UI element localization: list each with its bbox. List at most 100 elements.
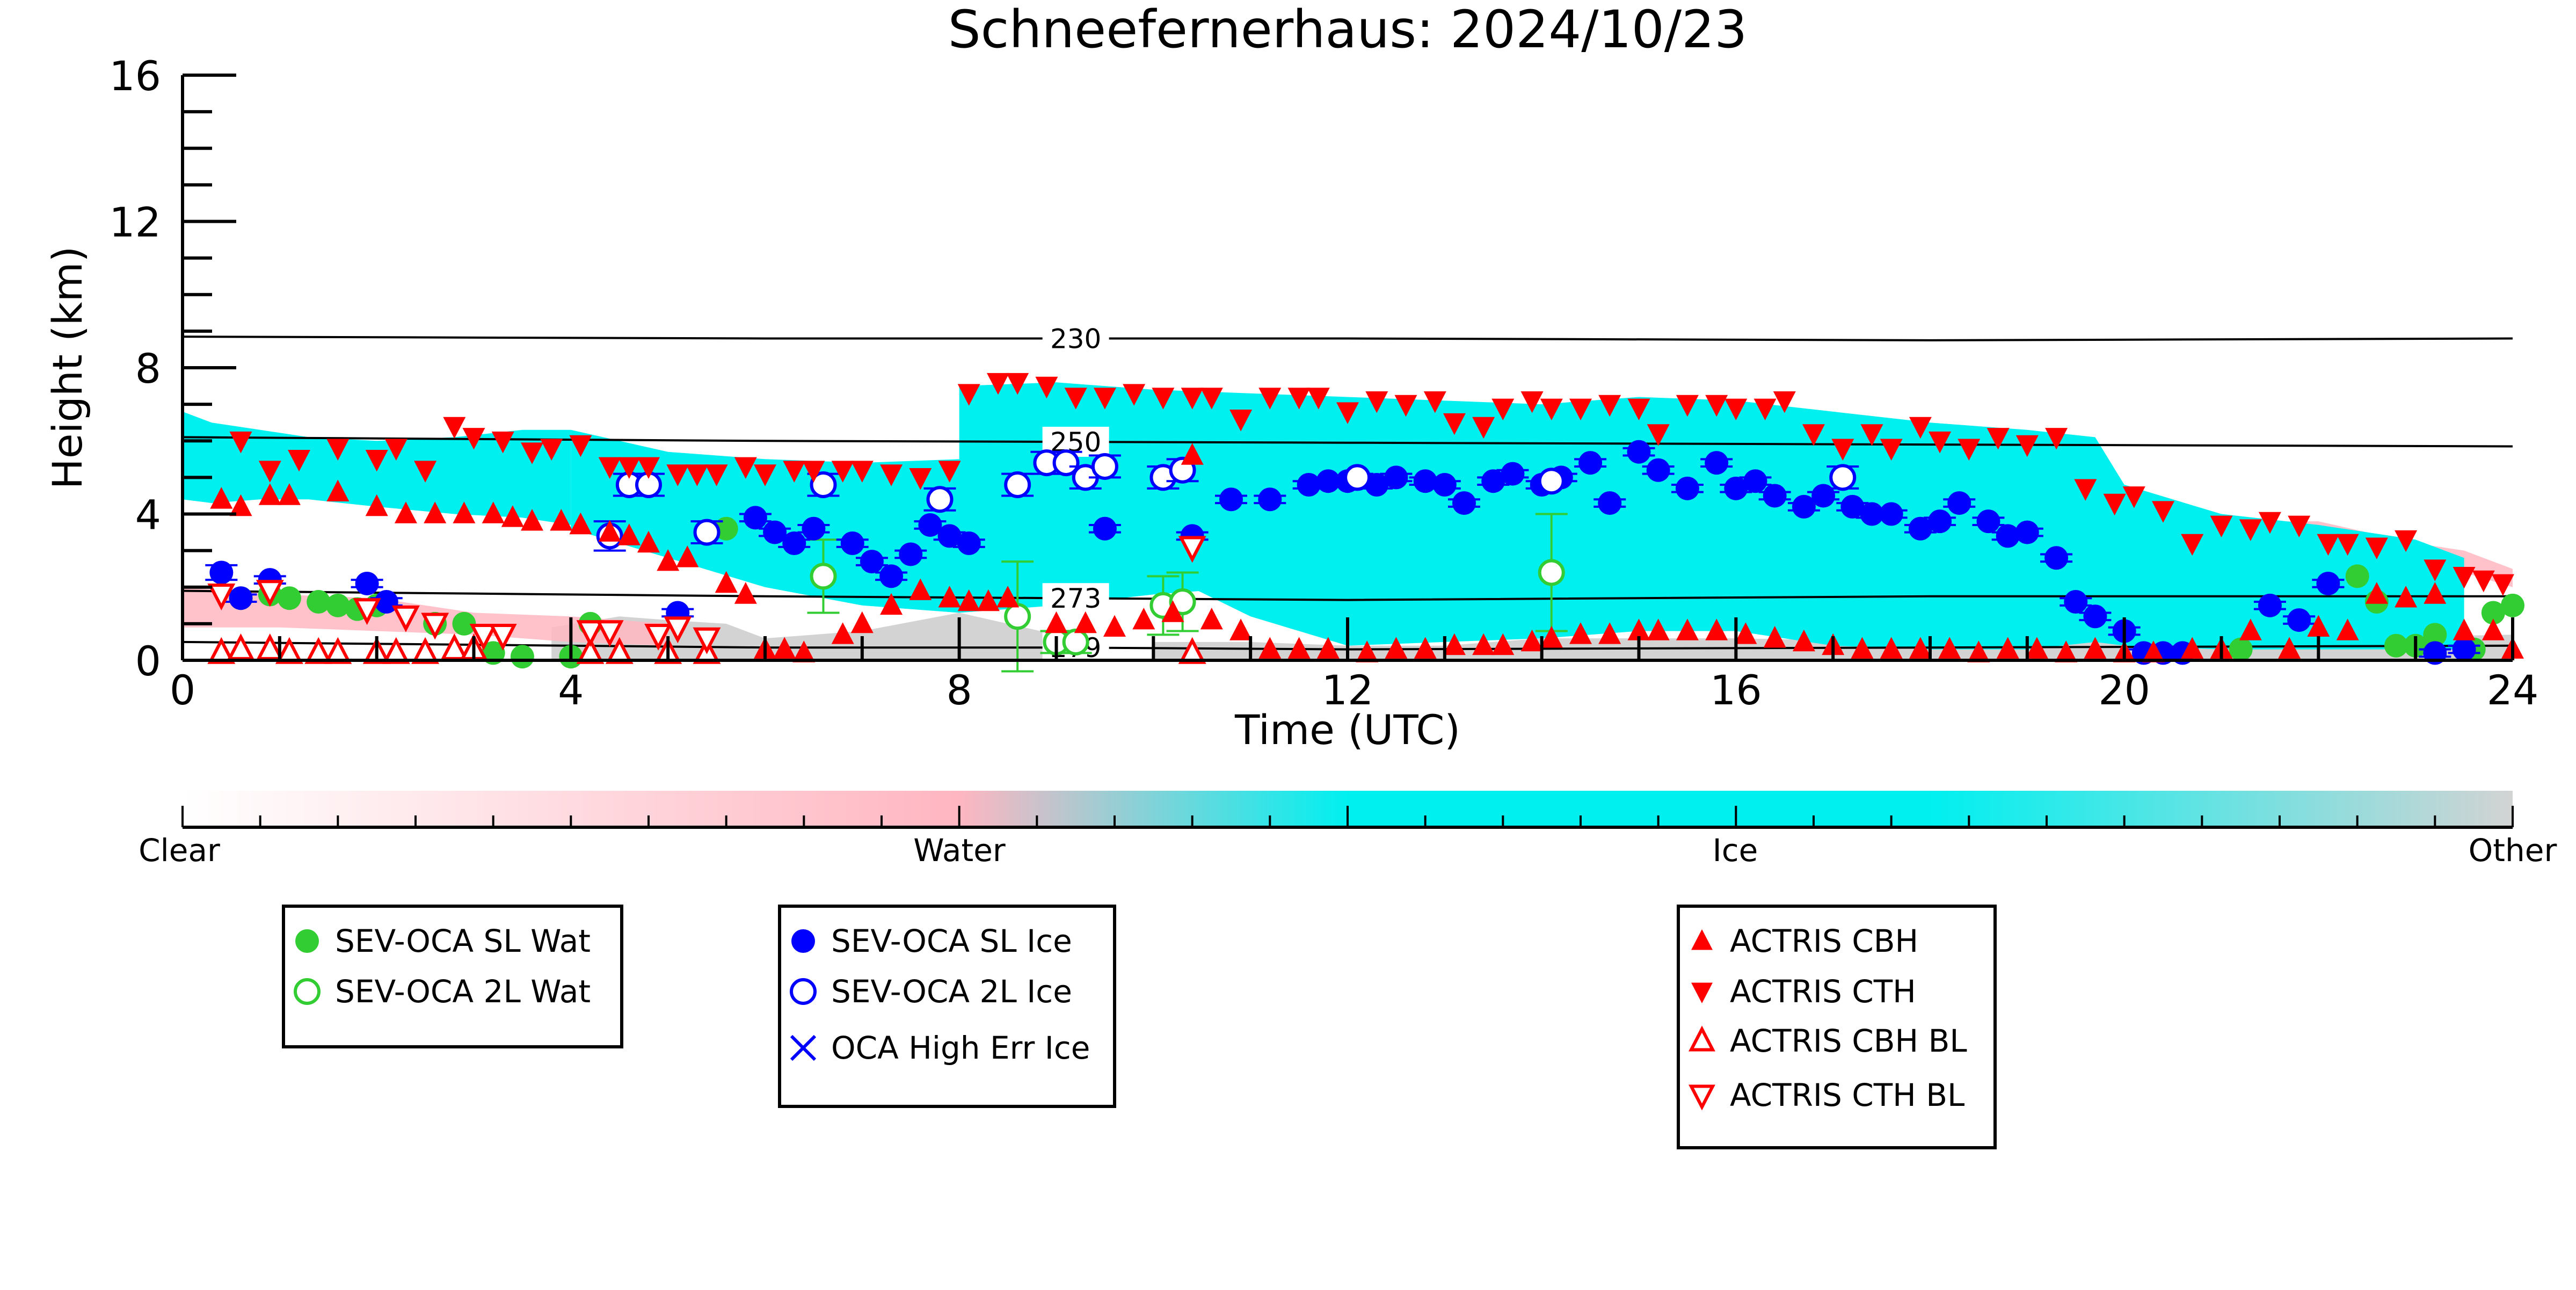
actris-cbh-point [1540,626,1563,648]
contour-line-273 [182,589,2513,601]
actris-cbh-point [1200,608,1223,630]
sev-oca-2l-ice-point [1052,449,1080,477]
actris-cth-point [1307,388,1330,410]
sev-oca-2l-ice-point [1344,464,1371,491]
sev-oca-2l-ice-point [1091,453,1118,480]
sev-oca-sl-ice-point [1627,440,1651,464]
actris-cth-point [1958,439,1981,461]
actris-cbh-point [996,586,1020,608]
sev-oca-sl-ice-point [1675,476,1699,500]
actris-cbh-bl-point [411,637,440,664]
sev-oca-sl-wat-point [2481,601,2505,625]
actris-cth-point [783,461,806,483]
actris-cbh-point [569,512,592,535]
sev-oca-sl-wat-point [307,590,331,614]
sev-oca-sl-ice-point [1792,494,1816,519]
actris-cth-point [521,442,543,464]
actris-cbh-point [637,530,660,553]
sev-oca-sl-ice-point [355,571,379,595]
sev-oca-sl-wat-point [2423,623,2447,647]
sev-oca-sl-ice-point [2083,604,2107,629]
actris-cth-point [1336,402,1359,424]
actris-cth-point [2045,428,2068,450]
actris-cth-point [1831,439,1854,461]
legend-box-2: SEV-OCA SL Ice SEV-OCA 2L Ice OCA High Err… [778,905,1116,1108]
legend-marker-sev-oca-2l-ice [790,978,817,1005]
actris-cth-point [2395,530,2418,552]
actris-cth-point [1520,391,1544,413]
legend-marker-actris-cth [1691,982,1713,1003]
y-tick-label: 8 [135,345,161,392]
actris-cbh-point [1074,611,1097,633]
actris-cbh-point [2395,586,2418,608]
actris-cbh-point [1316,637,1340,659]
actris-cth-point [1394,395,1417,417]
sev-oca-sl-ice-point [899,542,923,566]
actris-cth-point [666,464,689,486]
actris-cbh-point [2424,582,2447,604]
actris-cbh-point [850,611,874,633]
actris-cth-point [1705,395,1728,417]
actris-cbh-point [2365,582,2388,604]
actris-cth-point [2122,486,2145,508]
sev-oca-sl-ice-point [1646,458,1670,482]
actris-cbh-point [229,494,252,516]
contour-line-250 [182,436,2513,448]
sev-oca-sl-ice-point [1258,487,1282,512]
sev-oca-sl-ice-point [1219,487,1243,512]
contour-label-bg-273 [1042,583,1109,614]
actris-cbh-point [715,571,738,593]
colorbar-label-other: Other [2469,832,2557,869]
actris-cth-point [598,457,621,479]
actris-cth-point [686,464,709,486]
legend-box-1: SEV-OCA SL Wat SEV-OCA 2L Wat [282,905,623,1048]
sev-oca-sl-ice-point [2015,520,2039,544]
x-axis-label: Time (UTC) [1234,706,1460,754]
actris-cbh-point [1598,622,1621,644]
actris-cth-point [2365,537,2388,559]
legend-marker-actris-cth-bl [1689,1084,1715,1111]
actris-cth-point [1929,431,1952,454]
actris-cth-point [1472,417,1495,439]
actris-cth-point [1093,388,1116,410]
actris-cbh-point [734,582,757,604]
actris-cbh-point [676,545,699,567]
sev-oca-sl-ice-point [2044,546,2069,570]
actris-cth-point [2258,512,2281,534]
legend-label-sev-oca-sl-wat: SEV-OCA SL Wat [335,923,591,959]
actris-cbh-point [1909,637,1932,659]
sev-oca-sl-wat-point [326,593,350,617]
x-tick-label: 24 [2487,666,2539,714]
legend-marker-oca-high-err-ice-b [790,1034,817,1061]
actris-cth-point [2453,567,2476,589]
actris-cbh-bl-point [382,637,410,664]
legend-label-actris-cth: ACTRIS CTH [1730,973,1916,1010]
sev-oca-sl-ice-point [1743,469,1767,493]
actris-cbh-point [1132,608,1155,630]
sev-oca-sl-ice-point [1501,462,1525,486]
actris-cth-point [617,457,641,479]
actris-cth-point [1647,424,1670,446]
actris-cbh-point [1414,637,1437,659]
sev-oca-sl-ice-point [937,524,962,548]
actris-cbh-point [2453,618,2476,640]
series-actris-cth [229,373,2514,596]
sev-oca-sl-ice-point [782,531,806,555]
actris-cth-point [1676,395,1699,417]
actris-cth-point [754,464,776,486]
legend-label-actris-cbh: ACTRIS CBH [1730,923,1918,959]
legend-label-oca-high-err-ice: OCA High Err Ice [831,1030,1090,1066]
actris-cth-point [1035,376,1058,399]
actris-cth-point [2317,534,2340,556]
sev-oca-2l-ice-point [810,471,837,498]
actris-cth-point [705,464,728,486]
contour-line-230 [182,336,2513,341]
actris-cbh-point [550,509,573,531]
actris-cth-point [1229,410,1253,432]
actris-cbh-point [258,483,281,505]
series-actris-cth-bl [207,536,1206,654]
actris-cth-point [2336,534,2359,556]
actris-cth-point [1200,388,1223,410]
actris-cbh-point [326,479,350,501]
